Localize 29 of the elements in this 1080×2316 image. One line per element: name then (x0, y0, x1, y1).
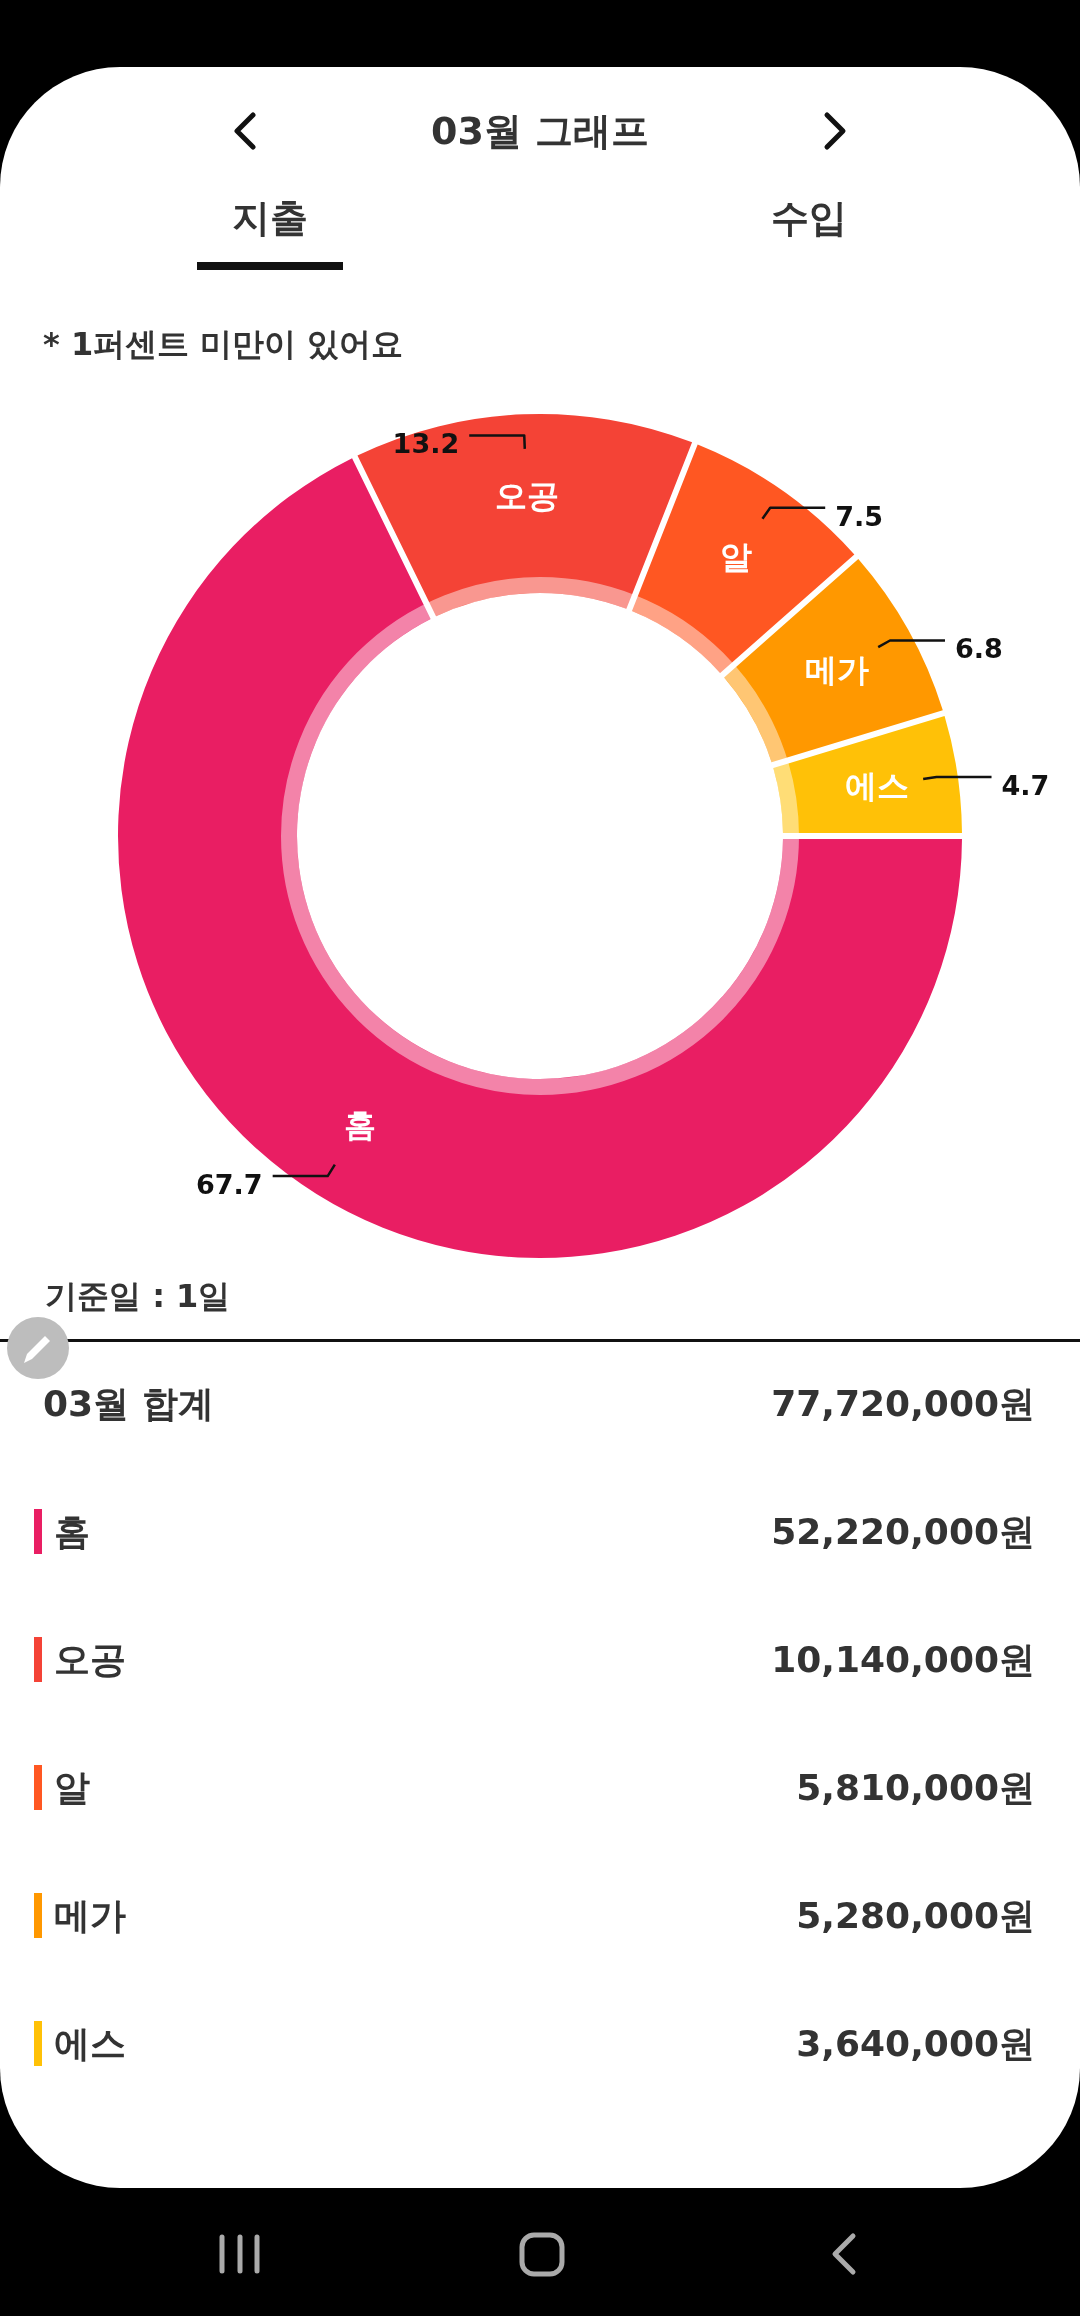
data-label: 13.2 (392, 427, 460, 459)
legend-label: 오공 (54, 1638, 126, 1680)
text: 5,280,000원 (796, 1894, 1035, 1936)
data-label: 67.7 (196, 1168, 263, 1200)
slice-label: 메가 (805, 650, 870, 689)
text: 수입 (771, 196, 847, 240)
slice-label: 에스 (844, 766, 909, 805)
slice-label: 오공 (494, 476, 559, 515)
legend-label: 알 (54, 1766, 90, 1808)
slice-label: 알 (719, 538, 752, 577)
chart-title: 03월 그래프 (430, 109, 650, 153)
text: 52,220,000원 (771, 1510, 1035, 1552)
text: 77,720,000원 (771, 1382, 1035, 1424)
donut-slice (357, 414, 693, 617)
text: 지출 (232, 196, 308, 240)
data-label: 6.8 (954, 632, 1003, 664)
text: 10,140,000원 (771, 1638, 1035, 1680)
text: 기준일 : 1일 (45, 1277, 231, 1315)
slice-label: 홈 (343, 1105, 376, 1144)
donut-slice (773, 715, 962, 833)
text: 5,810,000원 (796, 1766, 1035, 1808)
legend-label: 홈 (54, 1510, 90, 1552)
text: 3,640,000원 (796, 2022, 1035, 2064)
data-label: 7.5 (835, 500, 884, 532)
chart-subtitle: * 1퍼센트 미만이 있어요 (43, 325, 404, 363)
text: 03월 합계 (43, 1382, 214, 1424)
legend-label: 에스 (54, 2022, 126, 2064)
legend-label: 메가 (54, 1894, 126, 1936)
data-label: 4.7 (1001, 769, 1050, 801)
